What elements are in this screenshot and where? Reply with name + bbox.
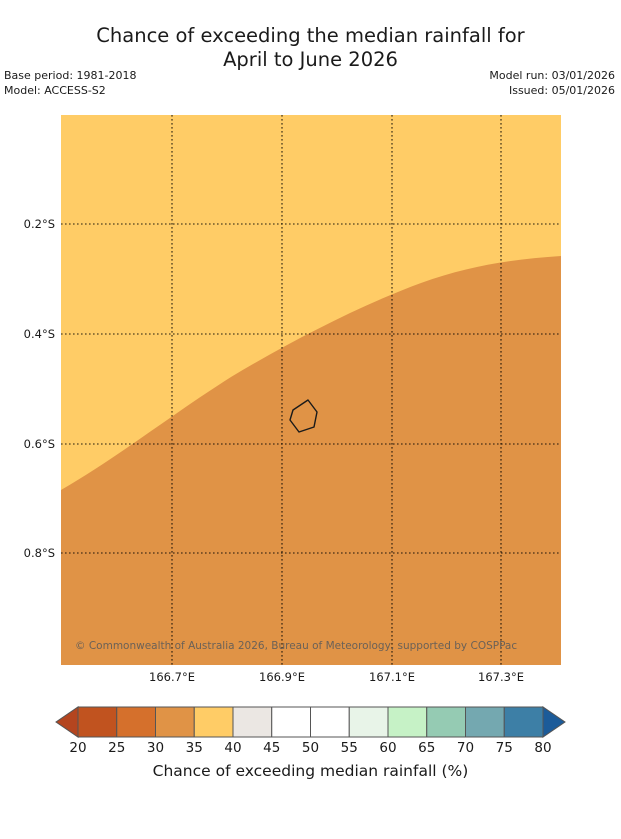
- colorbar-segment: [387, 706, 428, 738]
- colorbar-axis-label: Chance of exceeding median rainfall (%): [152, 762, 469, 780]
- title-line-1: Chance of exceeding the median rainfall …: [96, 24, 525, 47]
- colorbar-segment: [77, 706, 118, 738]
- colorbar-tick-45: 45: [263, 740, 281, 756]
- y-axis-tick-label: 0.2°S: [23, 217, 55, 231]
- colorbar-segment: [155, 706, 195, 738]
- colorbar-segment: [503, 706, 544, 738]
- colorbar-tick-50: 50: [301, 740, 320, 756]
- y-axis-tick-2: 0.6°S: [0, 437, 55, 451]
- colorbar-segment: [310, 706, 350, 738]
- model-text: Model: ACCESS-S2: [4, 84, 106, 97]
- metadata-right: Model run: 03/01/2026 Issued: 05/01/2026: [489, 68, 615, 98]
- colorbar-tick-35: 35: [185, 740, 203, 756]
- y-axis-tick-label: 0.4°S: [23, 327, 55, 341]
- colorbar-tick-25: 25: [108, 740, 126, 756]
- colorbar-tick-55: 55: [340, 740, 358, 756]
- colorbar-tick-20: 20: [69, 740, 87, 756]
- y-axis-tick-1: 0.4°S: [0, 327, 55, 341]
- region-30-35: [61, 256, 561, 665]
- colorbar-extend-low-arrow: [55, 706, 79, 738]
- colorbar-extend-high-arrow: [542, 706, 566, 738]
- colorbar-segment: [116, 706, 156, 738]
- colorbar-tick-30: 30: [146, 740, 165, 756]
- island-coastline-icon: [289, 399, 318, 433]
- colorbar-segment: [271, 706, 311, 738]
- colorbar: [0, 700, 621, 760]
- colorbar-tick-40: 40: [224, 740, 242, 756]
- x-axis-tick-2: 167.1°E: [369, 670, 415, 684]
- x-axis-tick-1: 166.9°E: [259, 670, 305, 684]
- x-axis-tick-3: 167.3°E: [478, 670, 524, 684]
- colorbar-tick-80: 80: [534, 740, 552, 756]
- colorbar-tick-65: 65: [418, 740, 436, 756]
- map-raster: [61, 115, 561, 665]
- colorbar-segment: [193, 706, 234, 738]
- colorbar-segment: [232, 706, 273, 738]
- colorbar-swatches: [55, 706, 566, 738]
- y-axis-tick-label: 0.6°S: [23, 437, 55, 451]
- y-axis-tick-3: 0.8°S: [0, 546, 55, 560]
- colorbar-segment: [465, 706, 505, 738]
- colorbar-tick-60: 60: [379, 740, 397, 756]
- base-period-text: Base period: 1981-2018: [4, 69, 137, 82]
- issued-text: Issued: 05/01/2026: [508, 84, 615, 97]
- x-axis-tick-0: 166.7°E: [149, 670, 195, 684]
- page-title: Chance of exceeding the median rainfall …: [0, 24, 621, 72]
- map-plot-area: © Commonwealth of Australia 2026, Bureau…: [61, 115, 561, 665]
- colorbar-segment: [426, 706, 466, 738]
- title-line-2: April to June 2026: [223, 48, 398, 71]
- colorbar-tick-75: 75: [495, 740, 513, 756]
- colorbar-tick-70: 70: [456, 740, 475, 756]
- y-axis-tick-0: 0.2°S: [0, 217, 55, 231]
- y-axis-tick-label: 0.8°S: [23, 546, 55, 560]
- colorbar-segment: [348, 706, 389, 738]
- copyright-text: © Commonwealth of Australia 2026, Bureau…: [75, 640, 518, 652]
- model-run-text: Model run: 03/01/2026: [489, 69, 615, 82]
- metadata-left: Base period: 1981-2018 Model: ACCESS-S2: [4, 68, 136, 98]
- gridlines-horizontal: [61, 223, 561, 554]
